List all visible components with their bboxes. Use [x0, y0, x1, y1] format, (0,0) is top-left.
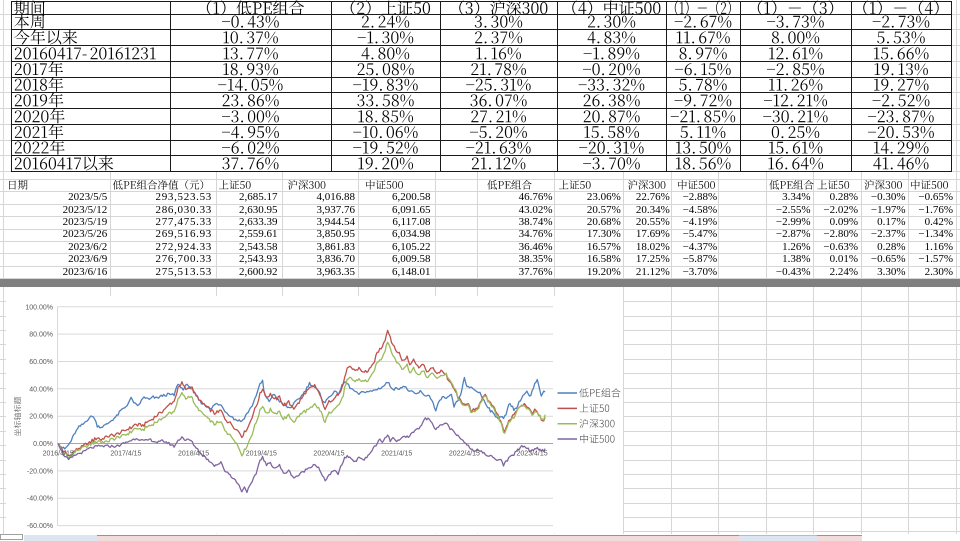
svg-text:2017/4/15: 2017/4/15 — [110, 451, 141, 458]
svg-text:2018/4/15: 2018/4/15 — [178, 451, 209, 458]
svg-text:-40.00%: -40.00% — [27, 496, 53, 503]
svg-text:80.00%: 80.00% — [29, 332, 53, 339]
svg-text:2020/4/15: 2020/4/15 — [313, 451, 344, 458]
svg-text:2016/4/15: 2016/4/15 — [43, 451, 74, 458]
svg-text:40.00%: 40.00% — [29, 386, 53, 393]
svg-text:20.00%: 20.00% — [29, 414, 53, 421]
svg-text:100.00%: 100.00% — [25, 304, 53, 311]
svg-text:2023/4/15: 2023/4/15 — [517, 451, 548, 458]
svg-text:60.00%: 60.00% — [29, 359, 53, 366]
svg-text:0.00%: 0.00% — [33, 441, 53, 448]
svg-text:-60.00%: -60.00% — [27, 523, 53, 530]
svg-text:2022/4/15: 2022/4/15 — [449, 451, 480, 458]
svg-text:2019/4/15: 2019/4/15 — [246, 451, 277, 458]
svg-text:-20.00%: -20.00% — [27, 468, 53, 475]
svg-text:2021/4/15: 2021/4/15 — [381, 451, 412, 458]
